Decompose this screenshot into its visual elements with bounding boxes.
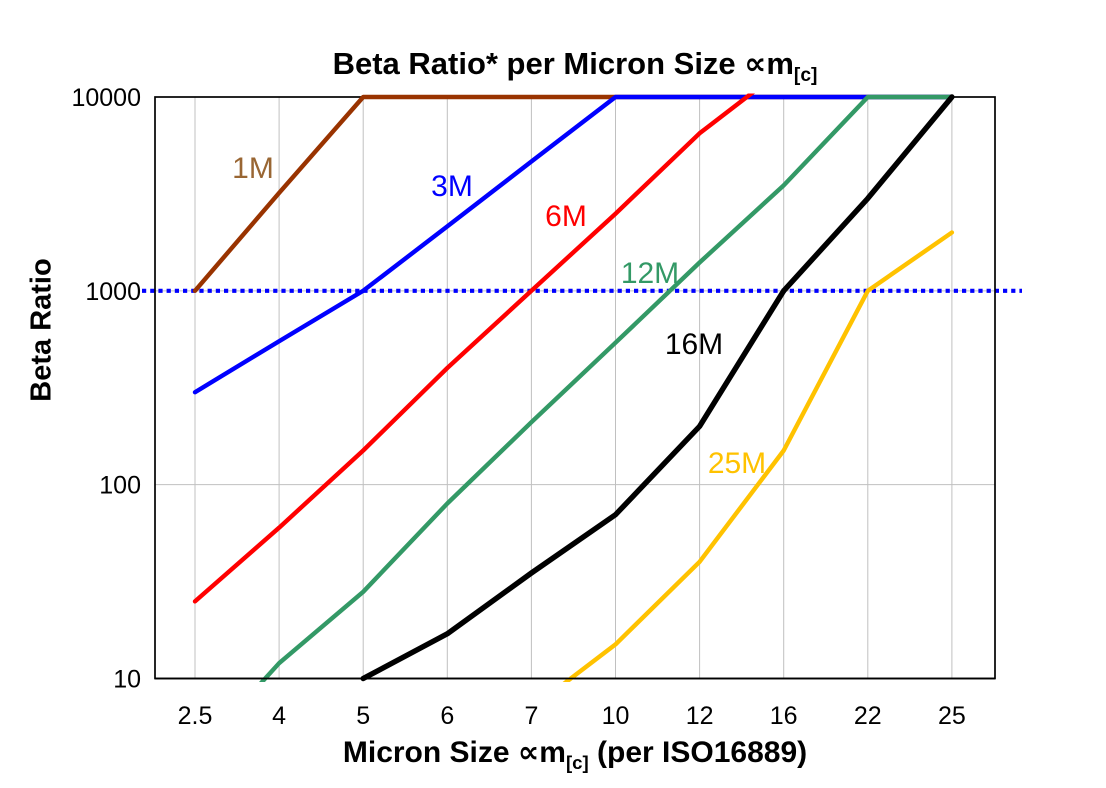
y-tick-label-10: 10 bbox=[113, 666, 141, 694]
plot-border bbox=[154, 96, 996, 680]
series-lines bbox=[192, 93, 955, 682]
x-axis-title-main: Micron Size ∝m bbox=[342, 736, 566, 769]
x-tick-label-16: 16 bbox=[770, 702, 798, 730]
y-tick-label-10000: 10000 bbox=[71, 84, 141, 112]
series-line-3M bbox=[192, 94, 955, 395]
series-label-16M: 16M bbox=[665, 328, 723, 361]
y-tick-label-100: 100 bbox=[99, 472, 141, 500]
gridlines bbox=[155, 97, 995, 679]
series-label-1M: 1M bbox=[232, 152, 274, 185]
chart-title-main: Beta Ratio* per Micron Size ∝m bbox=[332, 46, 794, 81]
x-axis-title-rest: (per ISO16889) bbox=[588, 736, 808, 769]
series-line-12M bbox=[259, 94, 955, 682]
x-tick-labels: 2.5 4 5 6 7 10 12 16 22 25 bbox=[178, 702, 966, 730]
y-tick-label-1000: 1000 bbox=[85, 278, 141, 306]
x-tick-label-2.5: 2.5 bbox=[178, 702, 213, 730]
series-label-6M: 6M bbox=[545, 200, 587, 233]
chart-title-subscript: [c] bbox=[793, 65, 818, 87]
x-tick-label-6: 6 bbox=[440, 702, 454, 730]
x-axis-title: Micron Size ∝m[c] (per ISO16889) bbox=[155, 735, 995, 774]
x-axis-title-subscript: [c] bbox=[565, 752, 589, 773]
x-tick-label-10: 10 bbox=[602, 702, 630, 730]
x-tick-label-22: 22 bbox=[854, 702, 882, 730]
y-tick-labels: 10 100 1000 10000 bbox=[71, 84, 141, 694]
series-line-6M bbox=[192, 93, 756, 604]
x-tick-label-5: 5 bbox=[356, 702, 370, 730]
series-line-16M bbox=[360, 94, 955, 682]
series-line-25M bbox=[562, 230, 955, 682]
x-tick-label-7: 7 bbox=[524, 702, 538, 730]
x-tick-label-25: 25 bbox=[938, 702, 966, 730]
y-axis-title: Beta Ratio bbox=[25, 258, 58, 402]
chart-title: Beta Ratio* per Micron Size ∝m[c] bbox=[155, 46, 995, 87]
series-labels: 1M 3M 6M 12M 16M 25M bbox=[232, 152, 766, 480]
series-label-25M: 25M bbox=[708, 447, 766, 480]
x-tick-label-12: 12 bbox=[686, 702, 714, 730]
x-tick-label-4: 4 bbox=[272, 702, 286, 730]
series-label-12M: 12M bbox=[621, 257, 679, 290]
series-label-3M: 3M bbox=[431, 170, 473, 203]
